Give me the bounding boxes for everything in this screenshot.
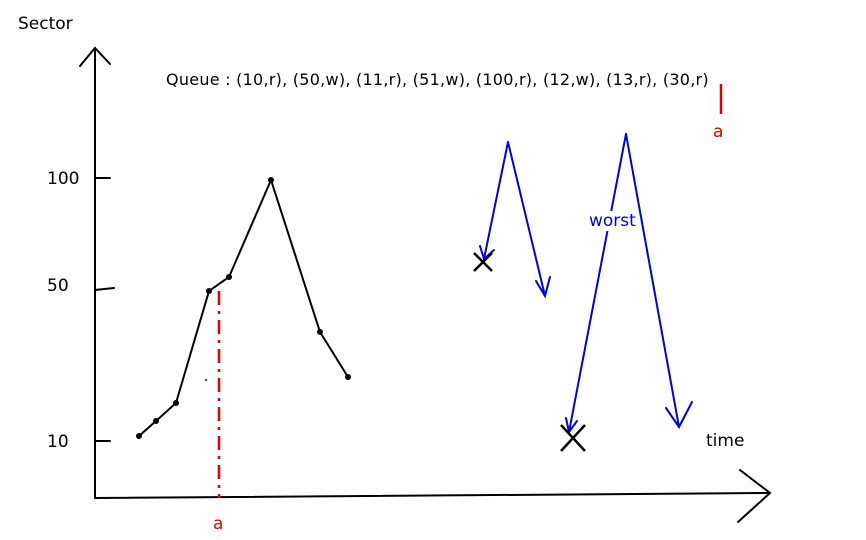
sweep-small-down-arrowhead — [535, 276, 551, 299]
trace-point — [136, 433, 142, 439]
head-trace — [136, 177, 351, 439]
trace-point — [317, 329, 323, 335]
sweep-small-up — [483, 141, 509, 260]
y-axis-arrowhead — [79, 46, 111, 67]
axes — [79, 46, 772, 523]
cross-mark — [473, 252, 493, 272]
sweep-worst-down-arrowhead — [665, 401, 693, 429]
x-axis-label: time — [706, 431, 745, 451]
x-axis-arrowhead — [737, 469, 772, 523]
stray-dot — [205, 379, 207, 381]
marker-a-queue-label: a — [713, 122, 724, 142]
sweep-small — [479, 141, 551, 299]
trace-point — [226, 274, 232, 280]
y-tick-50 — [94, 287, 115, 291]
trace-line — [138, 177, 349, 437]
sweep-worst-down — [625, 133, 680, 428]
sweep-small-down — [507, 141, 546, 297]
trace-point — [268, 177, 274, 183]
queue-text: Queue : (10,r), (50,w), (11,r), (51,w), … — [166, 70, 709, 89]
trace-point — [206, 288, 212, 294]
trace-point — [345, 374, 351, 380]
x-marks — [473, 252, 586, 452]
cross-mark — [560, 424, 586, 452]
marker-a-axis-label: a — [213, 514, 224, 534]
x-axis — [94, 492, 771, 499]
y-axis-label: Sector — [18, 14, 73, 34]
sweep-worst-up — [568, 133, 627, 433]
y-tick-label-50: 50 — [47, 276, 69, 296]
trace-point — [173, 400, 179, 406]
y-tick-label-10: 10 — [47, 432, 69, 452]
worst-annotation: worst — [587, 211, 638, 231]
y-tick-label-100: 100 — [47, 169, 80, 189]
sweep-worst — [565, 133, 693, 435]
trace-point — [153, 418, 159, 424]
